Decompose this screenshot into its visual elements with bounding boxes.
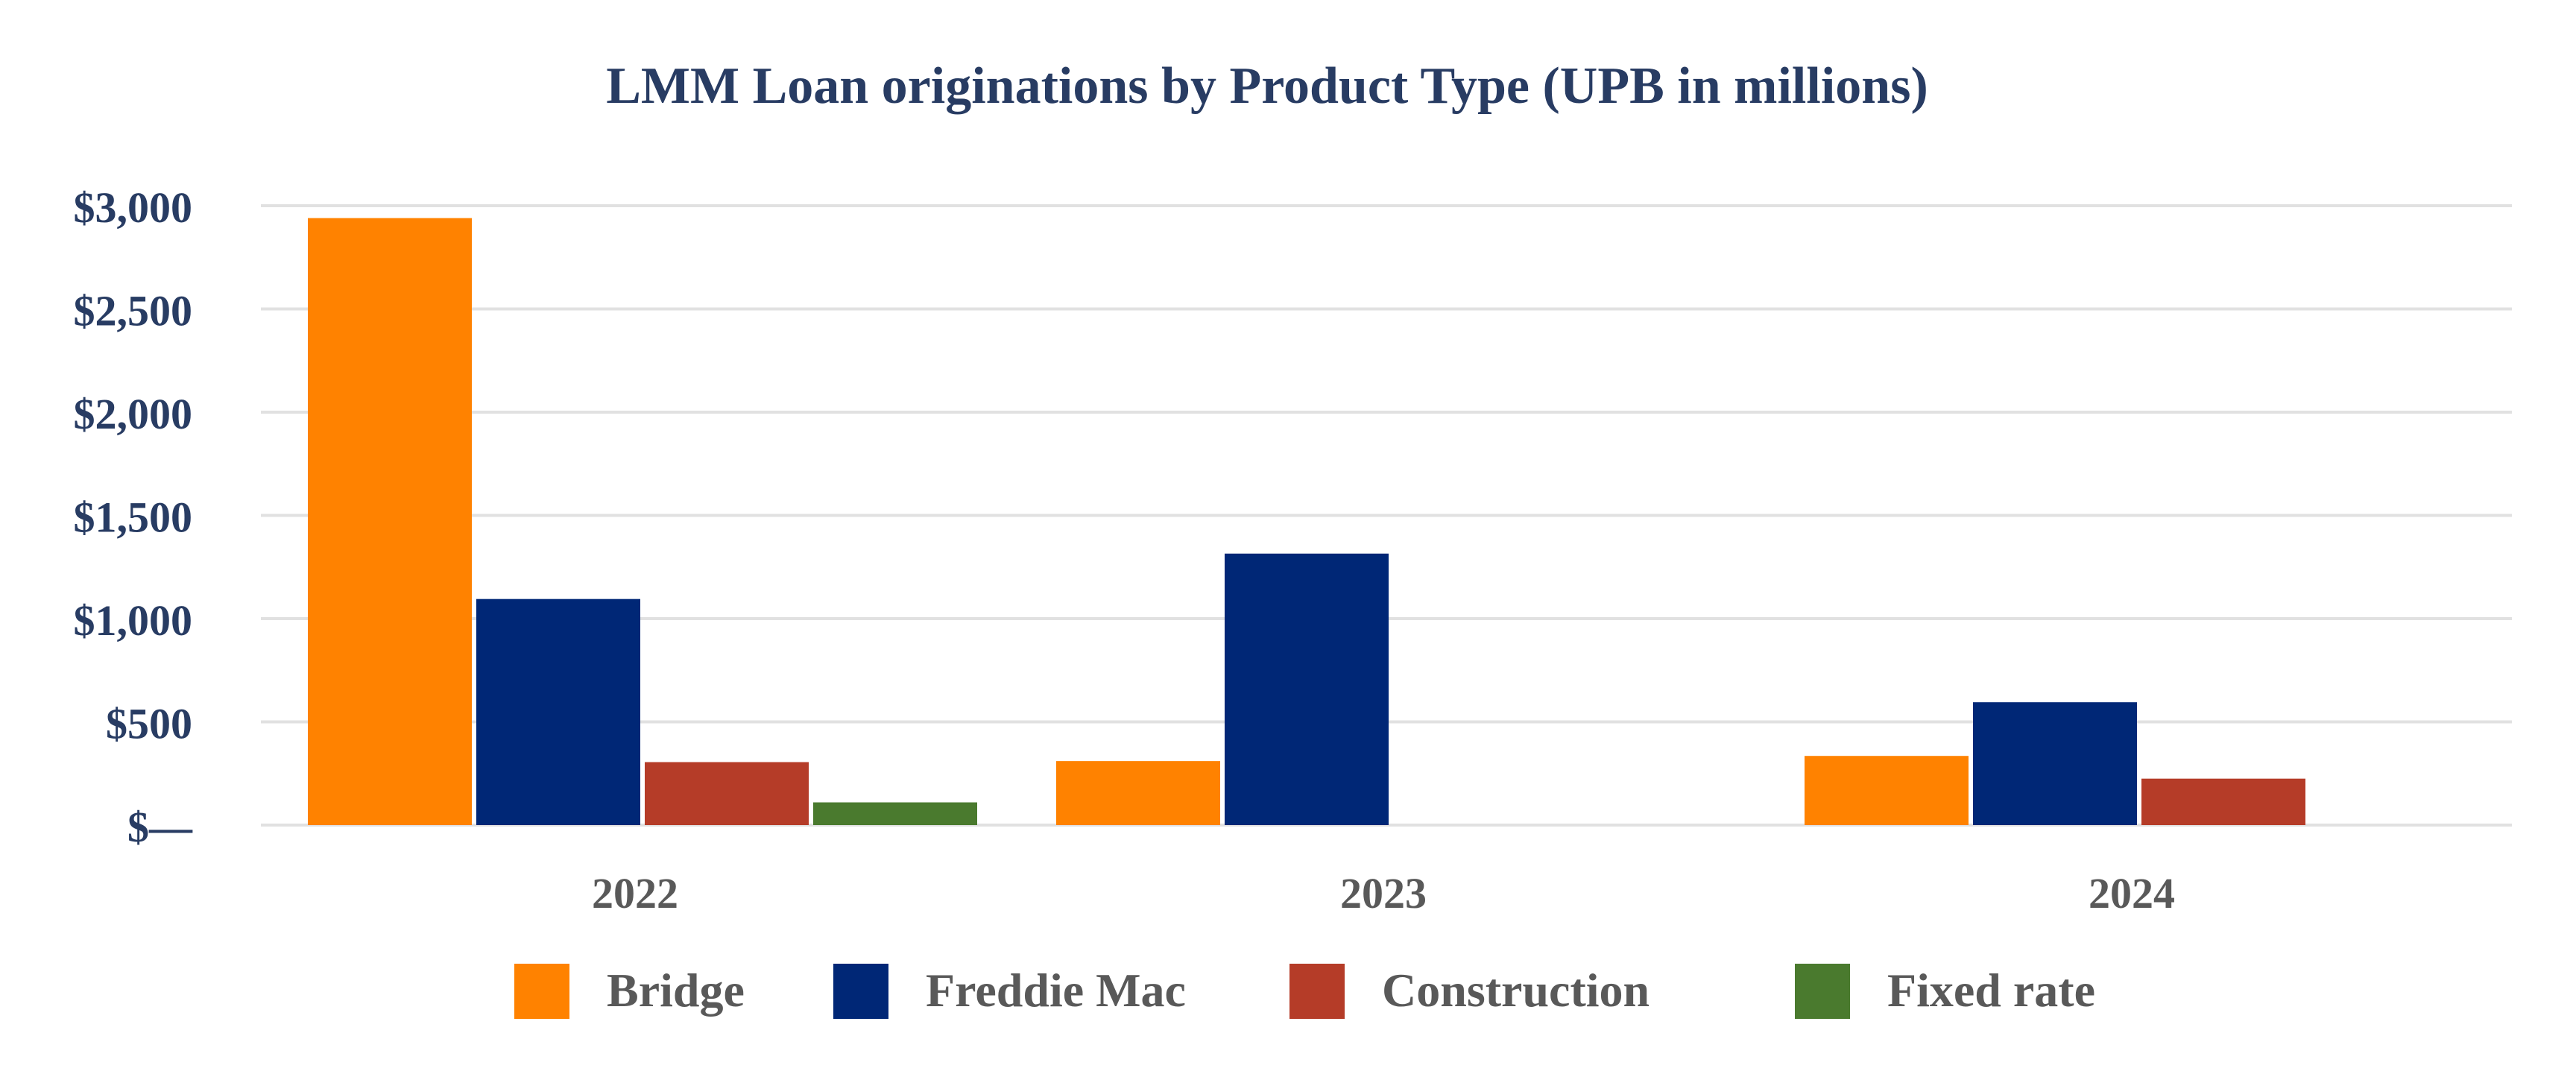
y-tick-label: $2,500	[74, 287, 193, 335]
legend-label: Construction	[1382, 964, 1650, 1017]
legend-swatch	[1289, 964, 1345, 1019]
y-tick-label: $—	[127, 803, 193, 851]
bar-bridge-2022	[308, 218, 472, 825]
legend-swatch	[1795, 964, 1850, 1019]
x-tick-label: 2024	[2089, 869, 2175, 917]
bar-freddie-mac-2024	[1973, 702, 2137, 825]
x-tick-label: 2023	[1340, 869, 1427, 917]
legend: Bridge Freddie Mac Construction Fixed rate	[514, 964, 2095, 1019]
y-tick-label: $3,000	[74, 183, 193, 232]
legend-label: Bridge	[607, 964, 745, 1017]
bar-bridge-2023	[1056, 761, 1220, 825]
chart-title: LMM Loan originations by Product Type (U…	[606, 57, 1928, 115]
bar-construction-2022	[645, 762, 809, 825]
bars	[308, 218, 2305, 825]
bar-construction-2024	[2141, 778, 2305, 825]
y-tick-label: $2,000	[74, 390, 193, 438]
legend-label: Fixed rate	[1887, 964, 2095, 1017]
y-tick-label: $1,000	[74, 596, 193, 645]
y-axis-tick-labels: $— $500 $1,000 $1,500 $2,000 $2,500 $3,000	[74, 183, 194, 851]
x-axis-tick-labels: 2022 2023 2024	[592, 869, 2175, 917]
bar-freddie-mac-2023	[1225, 553, 1389, 825]
x-tick-label: 2022	[592, 869, 678, 917]
legend-label: Freddie Mac	[926, 964, 1186, 1017]
bar-fixed-rate-2022	[813, 802, 977, 825]
legend-swatch	[514, 964, 569, 1019]
y-tick-label: $500	[106, 700, 192, 748]
legend-swatch	[833, 964, 888, 1019]
bar-bridge-2024	[1805, 756, 1969, 825]
y-tick-label: $1,500	[74, 493, 193, 542]
bar-freddie-mac-2022	[476, 598, 640, 825]
